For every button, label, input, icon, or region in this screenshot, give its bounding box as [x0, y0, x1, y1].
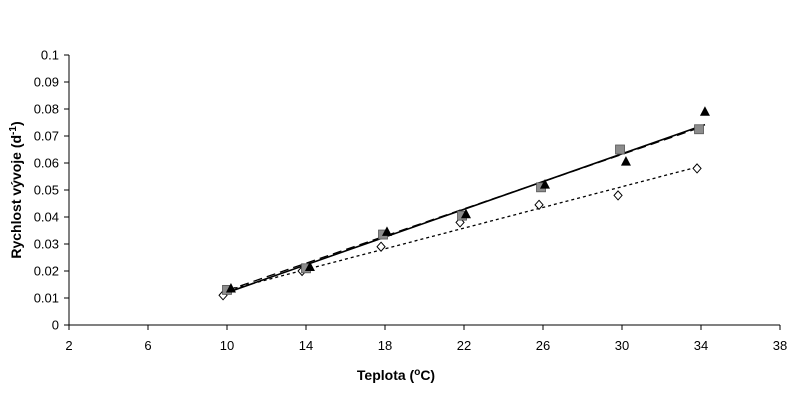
data-point-triangle	[225, 283, 236, 293]
x-tick-label: 30	[615, 338, 629, 353]
data-point-triangle	[381, 226, 392, 236]
data-point-diamond	[613, 190, 623, 201]
trendline-solid	[222, 123, 706, 295]
x-tick-label: 6	[144, 338, 151, 353]
trendlines	[222, 123, 706, 295]
data-point-triangle	[539, 179, 550, 189]
x-axis-title: Teplota (oC)	[357, 367, 435, 383]
tick-labels: 2 6 10 14 18 22 26 30 34 3800.010.020.030.040.050…	[34, 48, 788, 354]
x-tick-label: 18	[378, 338, 392, 353]
axes	[64, 54, 781, 330]
y-tick-label: 0.08	[34, 102, 59, 117]
data-point-diamond	[534, 199, 544, 211]
trendline-dotted	[222, 166, 698, 292]
data-point-diamond	[376, 241, 386, 252]
y-tick-label: 0.04	[34, 210, 59, 225]
y-tick-label: 0.07	[34, 129, 59, 144]
data-point-triangle	[304, 261, 315, 271]
x-tick-label: 10	[220, 338, 234, 353]
data-point-square	[694, 124, 704, 135]
data-points	[218, 106, 710, 301]
y-tick-label: 0.05	[34, 183, 59, 198]
y-tick-label: 0.09	[34, 75, 59, 90]
x-tick-label: 34	[694, 338, 708, 353]
x-tick-label: 26	[536, 338, 550, 353]
data-point-triangle	[620, 156, 631, 166]
data-point-triangle	[460, 208, 471, 219]
x-tick-label: 22	[457, 338, 471, 353]
data-point-triangle	[699, 106, 710, 116]
x-tick-label: 2	[65, 338, 72, 353]
y-tick-label: 0.06	[34, 156, 59, 171]
y-tick-label: 0.02	[34, 264, 59, 279]
x-tick-label: 14	[299, 338, 313, 353]
y-tick-label: 0.03	[34, 237, 59, 252]
data-point-diamond	[692, 163, 702, 174]
y-tick-label: 0.1	[41, 48, 59, 63]
data-point-square	[615, 144, 625, 155]
y-tick-label: 0.01	[34, 291, 59, 306]
y-tick-label: 0	[52, 318, 59, 333]
y-axis-title: Rychlost vývoje (d-1)	[8, 121, 24, 258]
x-tick-label: 38	[773, 338, 787, 353]
